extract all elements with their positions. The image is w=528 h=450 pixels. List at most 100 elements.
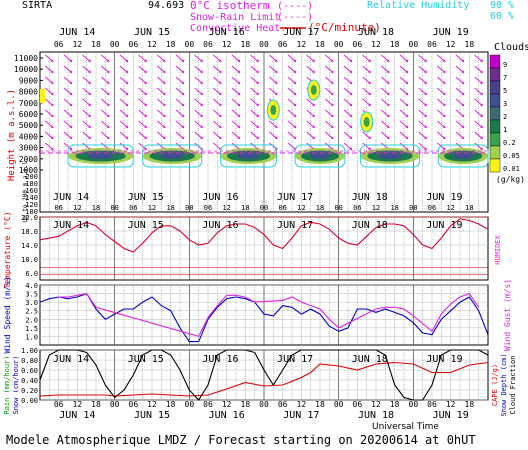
wind-arrow-head — [461, 136, 465, 140]
hour-tick-bottom: 12 — [371, 400, 381, 409]
day-label-rain: JUN 17 — [277, 354, 313, 365]
wind-arrow-head — [125, 103, 129, 107]
wind-arrow-head — [293, 92, 297, 96]
wind-arrow — [194, 131, 202, 139]
wind-arrow-head — [275, 125, 278, 129]
wind-arrow — [45, 109, 53, 117]
wind-arrow — [119, 87, 128, 95]
cloud-band-dense — [237, 153, 260, 159]
wind-arrow — [474, 131, 482, 139]
wind-arrow — [325, 87, 333, 95]
hour-tick-top: 18 — [315, 40, 325, 49]
wind-arrow — [325, 131, 333, 139]
wind-arrow — [455, 109, 464, 117]
wind-arrow — [231, 98, 240, 106]
wind-arrow — [138, 98, 146, 106]
wind-arrow — [213, 54, 221, 62]
wind-arrow — [194, 87, 202, 95]
wind-arrow-head — [312, 70, 315, 74]
wind-arrow — [325, 65, 333, 73]
wind-arrow — [362, 98, 370, 106]
height-tick-low: 120 — [25, 201, 38, 209]
wind-arrow-head — [312, 103, 315, 107]
site-coords: 94.693 — [148, 0, 184, 11]
day-label-height: JUN 16 — [202, 192, 238, 203]
wind-arrow-head — [200, 114, 203, 118]
hour-tick-bottom: 06 — [54, 400, 64, 409]
wind-arrow-head — [293, 136, 297, 140]
wind-arrow — [63, 54, 72, 62]
snowrain-label: Snow-Rain Limit — [190, 12, 280, 23]
ytick-temperature: 10.0 — [21, 256, 38, 264]
hour-tick-height: 18 — [241, 204, 249, 212]
wind-arrow-head — [349, 136, 353, 140]
hour-tick-top: 00 — [259, 40, 269, 49]
clouds-legend-label: 7 — [503, 74, 507, 82]
wind-arrow — [455, 76, 464, 84]
rain-ylabel2: CAPE (J/g) — [491, 364, 499, 406]
wind-arrow — [343, 109, 352, 117]
height-tick: 8000 — [19, 88, 38, 97]
wind-arrow — [437, 120, 445, 128]
wind-arrow-head — [480, 70, 483, 74]
wind-arrow-head — [293, 59, 297, 63]
wind-arrow-head — [275, 81, 278, 85]
wind-arrow — [455, 142, 464, 150]
wind-arrow — [325, 142, 333, 150]
wind-arrow-head — [293, 125, 297, 129]
wind-arrow-head — [331, 70, 334, 74]
wind-arrow-head — [331, 136, 334, 140]
clouds-legend-title: Clouds — [494, 42, 528, 53]
wind-arrow-head — [237, 92, 241, 96]
hour-tick-bottom: 18 — [166, 400, 176, 409]
wind-arrow-head — [443, 59, 446, 63]
wind-arrow — [45, 131, 53, 139]
wind-arrow — [474, 65, 482, 73]
convective-core — [310, 85, 317, 95]
wind-arrow — [175, 109, 184, 117]
wind-arrow-head — [69, 81, 73, 85]
wind-arrow — [250, 76, 258, 84]
wind-arrow — [101, 98, 109, 106]
wind-arrow-head — [312, 125, 315, 129]
wind-arrow — [455, 98, 464, 106]
wind-arrow — [418, 120, 426, 128]
hour-tick-bottom: 12 — [222, 400, 232, 409]
hour-tick-bottom: 06 — [278, 400, 288, 409]
wind-arrow-head — [443, 92, 446, 96]
wind-arrow-head — [461, 92, 465, 96]
wind-arrow — [325, 98, 333, 106]
wind-arrow-head — [405, 125, 409, 129]
wind-arrow-head — [275, 136, 278, 140]
wind-arrow — [213, 98, 221, 106]
wind-arrow — [119, 142, 128, 150]
convective-unit: (°C/minute) — [308, 21, 381, 34]
wind-arrow-head — [387, 59, 390, 63]
wind-arrow-head — [405, 136, 409, 140]
wind-arrow — [157, 76, 165, 84]
wind-arrow — [45, 87, 53, 95]
wind-ylabel2: Wind Gust (m/s) — [503, 279, 512, 351]
wind-arrow — [175, 54, 184, 62]
cloud-band-dense — [160, 153, 185, 159]
wind-arrow — [343, 131, 352, 139]
day-label-top: JUN 15 — [134, 27, 170, 38]
cloud-band-dense — [378, 153, 402, 159]
hour-tick-bottom: 18 — [241, 400, 251, 409]
wind-arrow-head — [387, 103, 390, 107]
wind-arrow-head — [88, 125, 91, 129]
wind-arrow-head — [237, 103, 241, 107]
wind-arrow-head — [387, 125, 390, 129]
wind-arrow-head — [312, 114, 315, 118]
wind-arrow — [194, 76, 202, 84]
wind-arrow-head — [51, 125, 54, 129]
wind-arrow-head — [256, 125, 259, 129]
wind-arrow-head — [480, 59, 483, 63]
height-tick: 1000 — [19, 166, 38, 175]
wind-arrow-head — [107, 103, 110, 107]
hour-tick-bottom: 18 — [390, 400, 400, 409]
wind-arrow — [399, 87, 408, 95]
wind-arrow — [287, 65, 296, 73]
wind-arrow — [474, 98, 482, 106]
